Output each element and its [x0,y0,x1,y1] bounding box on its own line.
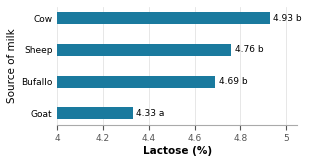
Text: 4.76 b: 4.76 b [235,45,263,54]
Text: 4.33 a: 4.33 a [136,109,165,118]
Text: 4.93 b: 4.93 b [273,14,302,23]
Bar [57,44,231,56]
Y-axis label: Source of milk: Source of milk [7,28,17,103]
Bar [57,107,133,119]
Bar [57,76,215,88]
Text: 4.69 b: 4.69 b [218,77,247,86]
X-axis label: Lactose (%): Lactose (%) [143,146,212,156]
Bar [57,12,270,24]
